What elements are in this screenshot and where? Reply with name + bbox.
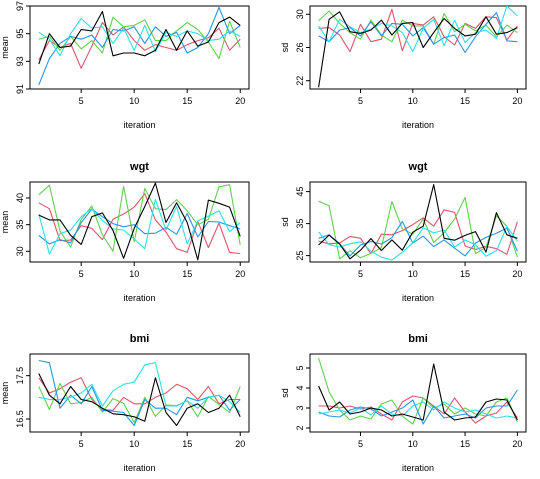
chart-panel-3: wgt 5 10 15 20 30 35 40 iteration mean: [0, 161, 250, 303]
series-line-2: [38, 377, 241, 411]
chart-panel-4: wgt 5 10 15 20 25 35 45 iteration sd: [280, 161, 527, 303]
y-axis-label: sd: [280, 43, 290, 53]
plot-frame: [309, 353, 527, 433]
x-tick-label: 15: [460, 269, 470, 279]
x-tick-label: 10: [129, 96, 139, 106]
y-tick-label: 93: [15, 56, 25, 66]
x-tick-label: 5: [358, 269, 363, 279]
y-tick-label: 35: [15, 220, 25, 230]
x-tick-label: 5: [79, 96, 84, 106]
x-tick-label: 10: [129, 269, 139, 279]
series-line-4: [318, 220, 518, 257]
y-tick-label: 26: [295, 42, 305, 52]
y-tick-label: 30: [15, 246, 25, 256]
x-tick-label: 20: [235, 269, 245, 279]
chart-title: bmi: [130, 333, 150, 345]
x-tick-label: 15: [182, 269, 192, 279]
y-tick-label: 95: [15, 29, 25, 39]
series-line-1: [318, 11, 518, 88]
y-axis-label: mean: [0, 211, 10, 234]
chart-title: wgt: [129, 161, 149, 173]
y-tick-label: 97: [15, 1, 25, 11]
chart-panel-5: bmi 5 10 15 20 16.5 17.5 iteration mean: [0, 333, 250, 473]
y-tick-label: 45: [295, 187, 305, 197]
series-line-3: [318, 196, 518, 260]
y-axis-label: mean: [0, 382, 10, 405]
x-tick-label: 15: [460, 439, 470, 449]
chart-title: bmi: [408, 333, 428, 345]
chart-panel-2: 5 10 15 20 22 26 30 iteration sd: [280, 5, 527, 130]
series-line-5: [38, 17, 241, 57]
x-tick-label: 20: [235, 96, 245, 106]
y-axis-label: sd: [280, 388, 290, 398]
x-tick-label: 20: [512, 439, 522, 449]
y-tick-label: 2: [295, 425, 305, 430]
series-line-3: [38, 184, 241, 252]
series-line-1: [38, 373, 241, 427]
series-line-5: [38, 362, 241, 413]
chart-panel-6: bmi 5 10 15 20 2 3 4 5 iteration sd: [280, 333, 527, 473]
x-tick-label: 20: [512, 269, 522, 279]
series-line-2: [318, 395, 518, 424]
series-line-4: [318, 12, 518, 54]
series-line-5: [38, 199, 241, 255]
x-axis-label: iteration: [402, 293, 434, 303]
series-line-4: [38, 6, 241, 86]
y-tick-label: 17.5: [15, 367, 25, 385]
y-tick-label: 91: [15, 84, 25, 94]
x-tick-label: 10: [408, 269, 418, 279]
series-line-2: [318, 209, 518, 255]
series-line-2: [38, 193, 241, 255]
x-tick-label: 15: [182, 96, 192, 106]
y-tick-label: 16.5: [15, 410, 25, 428]
plot-frame: [29, 353, 250, 433]
x-tick-label: 5: [79, 269, 84, 279]
x-tick-label: 10: [129, 439, 139, 449]
plot-frame: [309, 181, 527, 263]
x-tick-label: 5: [358, 96, 363, 106]
series-line-2: [318, 8, 518, 53]
x-tick-label: 20: [235, 439, 245, 449]
y-tick-label: 30: [295, 9, 305, 19]
x-axis-label: iteration: [123, 293, 155, 303]
x-tick-label: 20: [512, 96, 522, 106]
y-tick-label: 25: [295, 251, 305, 261]
x-tick-label: 10: [408, 439, 418, 449]
series-line-4: [318, 389, 518, 425]
x-axis-label: iteration: [402, 120, 434, 130]
series-line-2: [38, 22, 241, 69]
y-tick-label: 4: [295, 385, 305, 390]
x-tick-label: 15: [460, 96, 470, 106]
y-tick-label: 22: [295, 76, 305, 86]
plot-frame: [29, 181, 250, 263]
series-line-5: [318, 6, 518, 53]
series-line-1: [318, 184, 518, 260]
y-tick-label: 3: [295, 405, 305, 410]
series-line-4: [38, 208, 241, 245]
plot-frame: [29, 5, 250, 90]
x-tick-label: 5: [358, 439, 363, 449]
y-tick-label: 35: [295, 219, 305, 229]
x-axis-label: iteration: [123, 120, 155, 130]
x-tick-label: 5: [79, 439, 84, 449]
y-axis-label: mean: [0, 36, 10, 59]
series-line-5: [318, 225, 518, 261]
x-tick-label: 10: [408, 96, 418, 106]
x-tick-label: 15: [182, 439, 192, 449]
chart-panel-1: 5 10 15 20 91 93 95 97 iteration mean: [0, 1, 250, 130]
series-line-1: [318, 363, 518, 421]
chart-title: wgt: [408, 161, 428, 173]
y-tick-label: 5: [295, 365, 305, 370]
series-line-1: [38, 10, 241, 65]
series-line-5: [318, 401, 518, 419]
y-tick-label: 40: [15, 193, 25, 203]
series-line-1: [38, 182, 241, 261]
plot-frame: [309, 5, 527, 90]
x-axis-label: iteration: [123, 463, 155, 473]
y-axis-label: sd: [280, 217, 290, 227]
x-axis-label: iteration: [402, 463, 434, 473]
series-line-4: [38, 359, 241, 427]
